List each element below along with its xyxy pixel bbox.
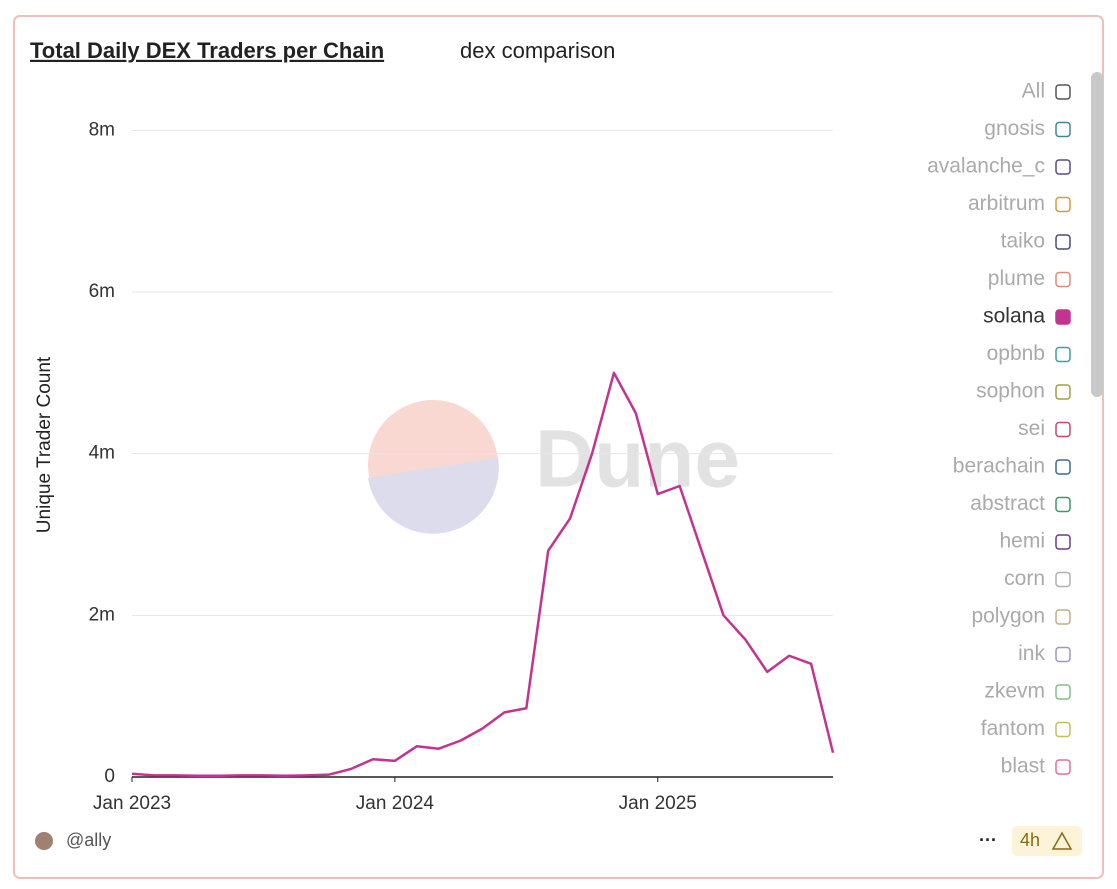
- series-line: [131, 371, 835, 778]
- legend-box[interactable]: [1055, 121, 1071, 138]
- scrollbar[interactable]: [1091, 72, 1103, 397]
- legend-box[interactable]: [1055, 346, 1071, 363]
- legend-label[interactable]: blast: [1001, 755, 1046, 778]
- legend-box[interactable]: [1055, 721, 1071, 738]
- legend-box[interactable]: [1055, 571, 1071, 588]
- y-tick-label: 6m: [89, 281, 115, 302]
- menu[interactable]: ···: [979, 830, 997, 850]
- legend-box[interactable]: [1055, 609, 1071, 625]
- legend-label[interactable]: avalanche_c: [927, 155, 1045, 178]
- legend-box[interactable]: [1055, 759, 1071, 775]
- legend-box[interactable]: [1055, 459, 1071, 475]
- legend-label[interactable]: fantom: [981, 717, 1045, 740]
- author[interactable]: @ally: [66, 830, 111, 850]
- legend-label[interactable]: berachain: [953, 455, 1045, 478]
- warning-icon: [1051, 831, 1073, 850]
- chart-title: Total Daily DEX Traders per Chain: [30, 38, 384, 63]
- refresh-label: 4h: [1020, 830, 1040, 850]
- legend-label[interactable]: opbnb: [987, 342, 1045, 365]
- legend-box[interactable]: [1055, 534, 1071, 550]
- legend-box[interactable]: [1055, 234, 1071, 250]
- y-tick-label: 8m: [89, 119, 115, 140]
- legend-box[interactable]: [1055, 496, 1071, 513]
- y-axis-label: Unique Trader Count: [34, 356, 55, 533]
- watermark-text: Dune: [535, 414, 740, 505]
- legend-box[interactable]: [1055, 309, 1071, 325]
- legend-box[interactable]: [1055, 271, 1071, 288]
- legend-label[interactable]: polygon: [971, 605, 1045, 628]
- y-tick-label: 2m: [89, 604, 115, 625]
- legend-box[interactable]: [1055, 196, 1071, 213]
- y-tick-label: 4m: [89, 443, 115, 464]
- legend-label[interactable]: ink: [1018, 642, 1045, 665]
- legend-box[interactable]: [1055, 646, 1071, 663]
- legend-label[interactable]: abstract: [970, 492, 1045, 515]
- legend-label[interactable]: hemi: [999, 530, 1045, 553]
- legend-label[interactable]: solana: [983, 305, 1045, 328]
- legend-label[interactable]: sei: [1018, 417, 1045, 440]
- x-tick-label: Jan 2025: [619, 793, 697, 814]
- chart-subtitle: dex comparison: [460, 38, 615, 63]
- y-tick-label: 0: [104, 766, 115, 787]
- legend-label[interactable]: gnosis: [984, 117, 1045, 140]
- legend-box[interactable]: [1055, 384, 1071, 400]
- legend-box[interactable]: [1055, 421, 1071, 438]
- legend-label[interactable]: corn: [1004, 567, 1045, 590]
- legend-label[interactable]: sophon: [976, 380, 1045, 403]
- legend-box[interactable]: [1055, 84, 1071, 100]
- card: [13, 15, 1104, 879]
- legend-label[interactable]: plume: [988, 267, 1045, 290]
- watermark: Dune: [368, 400, 740, 534]
- legend-label[interactable]: arbitrum: [968, 192, 1045, 215]
- legend-box[interactable]: [1055, 159, 1071, 175]
- avatar: [35, 832, 53, 850]
- legend-label[interactable]: zkevm: [984, 680, 1045, 703]
- legend-label[interactable]: All: [1022, 80, 1045, 103]
- x-tick-label: Jan 2023: [93, 793, 171, 814]
- watermark-logo-part: [368, 458, 499, 534]
- legend-box[interactable]: [1055, 684, 1071, 700]
- legend-label[interactable]: taiko: [1001, 230, 1045, 253]
- x-tick-label: Jan 2024: [356, 793, 435, 814]
